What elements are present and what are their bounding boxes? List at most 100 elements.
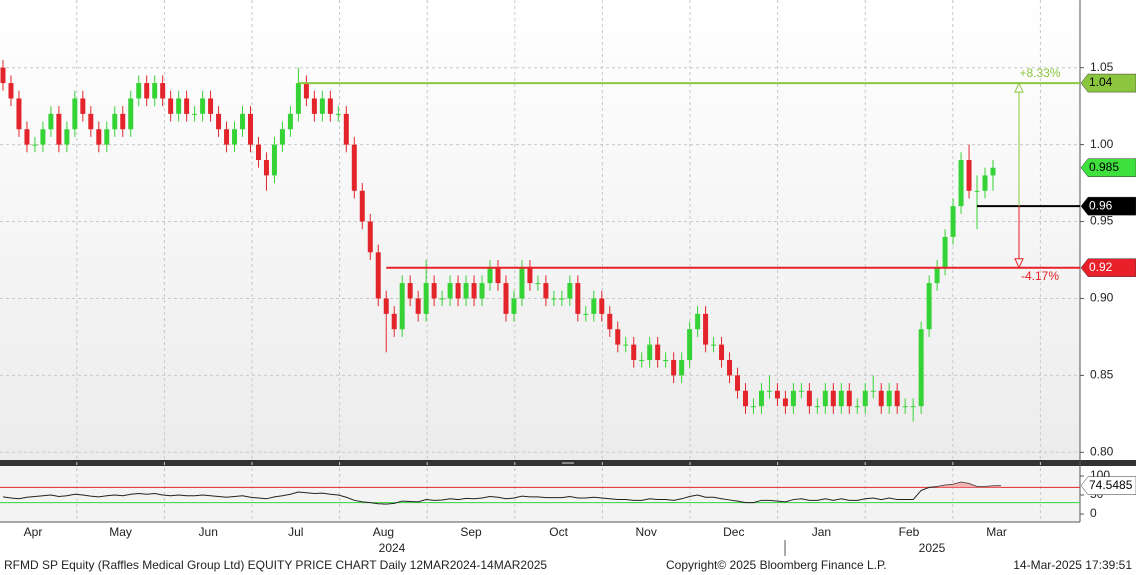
candle-body bbox=[48, 113, 54, 130]
candle-body bbox=[375, 252, 381, 299]
candle-body bbox=[918, 329, 924, 407]
candle-body bbox=[599, 298, 605, 314]
candle-body bbox=[862, 390, 868, 407]
candle-body bbox=[152, 83, 158, 99]
candle-body bbox=[982, 175, 988, 191]
candle-body bbox=[8, 83, 14, 99]
candle-body bbox=[319, 98, 325, 114]
candle-body bbox=[878, 390, 884, 407]
candle-body bbox=[591, 298, 597, 314]
candle-body bbox=[671, 360, 677, 376]
candle-body bbox=[471, 283, 477, 299]
candle-body bbox=[216, 113, 222, 130]
candle-body bbox=[447, 283, 453, 299]
y-tick-label: 1.00 bbox=[1090, 137, 1114, 151]
candle-body bbox=[455, 283, 461, 299]
candle-body bbox=[208, 98, 214, 114]
candle-body bbox=[663, 360, 669, 361]
candle-body bbox=[287, 113, 293, 130]
candle-body bbox=[527, 267, 533, 284]
candle-body bbox=[950, 206, 956, 237]
x-tick-label: Jul bbox=[288, 525, 303, 539]
candle-body bbox=[263, 160, 269, 176]
candle-body bbox=[96, 129, 102, 145]
candle-body bbox=[583, 313, 589, 315]
candle-body bbox=[846, 390, 852, 407]
candle-body bbox=[255, 144, 261, 160]
candle-body bbox=[966, 160, 972, 191]
candle-body bbox=[854, 406, 860, 408]
candle-body bbox=[0, 67, 6, 84]
candle-body bbox=[343, 113, 349, 145]
x-tick-label: Nov bbox=[636, 525, 657, 539]
candle-body bbox=[519, 267, 525, 299]
candle-body bbox=[774, 390, 780, 399]
candle-body bbox=[271, 144, 277, 176]
candle-body bbox=[200, 98, 206, 114]
candle-body bbox=[367, 221, 373, 253]
candle-body bbox=[735, 375, 741, 391]
y-tick-label: 1.05 bbox=[1090, 60, 1114, 74]
candle-body bbox=[24, 129, 30, 145]
candle-body bbox=[128, 98, 134, 130]
candle-body bbox=[806, 390, 812, 407]
candle-body bbox=[679, 360, 685, 376]
candle-body bbox=[607, 313, 613, 330]
candle-body bbox=[16, 98, 22, 130]
candle-body bbox=[144, 83, 150, 99]
x-tick-label: Sep bbox=[460, 525, 482, 539]
candle-body bbox=[240, 113, 246, 130]
level-label: 0.96 bbox=[1089, 198, 1113, 212]
candle-body bbox=[303, 83, 309, 99]
candle-body bbox=[383, 298, 389, 314]
candle-body bbox=[623, 344, 629, 346]
candle-body bbox=[423, 283, 429, 314]
candle-body bbox=[559, 298, 565, 300]
footer-right: 14-Mar-2025 17:39:51 bbox=[1013, 558, 1132, 572]
candle-body bbox=[551, 298, 557, 300]
candle-body bbox=[184, 98, 190, 114]
candle-body bbox=[703, 313, 709, 345]
candle-body bbox=[40, 129, 46, 145]
x-tick-label: Apr bbox=[24, 525, 43, 539]
candle-body bbox=[495, 267, 501, 284]
last-price-label: 0.985 bbox=[1089, 160, 1119, 174]
candle-body bbox=[439, 298, 445, 300]
candle-body bbox=[399, 283, 405, 330]
candle-body bbox=[32, 144, 38, 146]
candle-body bbox=[615, 329, 621, 345]
candle-body bbox=[639, 360, 645, 361]
candle-body bbox=[136, 83, 142, 99]
candle-body bbox=[72, 98, 78, 130]
candle-body bbox=[727, 360, 733, 376]
rsi-overbought-area bbox=[937, 482, 1001, 488]
candle-body bbox=[295, 83, 301, 114]
candle-body bbox=[511, 298, 517, 314]
level-label-box bbox=[1080, 258, 1136, 277]
change-label: +8.33% bbox=[1019, 66, 1060, 80]
candle-body bbox=[743, 390, 748, 407]
candle-body bbox=[575, 283, 581, 314]
footer-left: RFMD SP Equity (Raffles Medical Group Lt… bbox=[4, 558, 547, 572]
candle-body bbox=[112, 113, 118, 130]
candle-body bbox=[335, 113, 341, 115]
candle-body bbox=[782, 398, 788, 407]
candle-body bbox=[926, 283, 932, 330]
candle-body bbox=[407, 283, 413, 299]
candle-body bbox=[535, 283, 541, 285]
rsi-panel bbox=[0, 466, 1080, 522]
candle-body bbox=[104, 129, 110, 145]
candle-body bbox=[327, 98, 333, 114]
candle-body bbox=[463, 283, 469, 299]
rsi-y-tick-label: 0 bbox=[1090, 506, 1097, 520]
divider-grip bbox=[562, 462, 574, 464]
candle-body bbox=[503, 283, 509, 314]
candle-body bbox=[351, 144, 357, 191]
rsi-last-label-box bbox=[1080, 476, 1136, 495]
candle-body bbox=[655, 344, 661, 360]
candle-body bbox=[942, 236, 948, 268]
candle-body bbox=[631, 344, 637, 360]
candle-body bbox=[750, 406, 756, 408]
candle-body bbox=[798, 390, 804, 392]
